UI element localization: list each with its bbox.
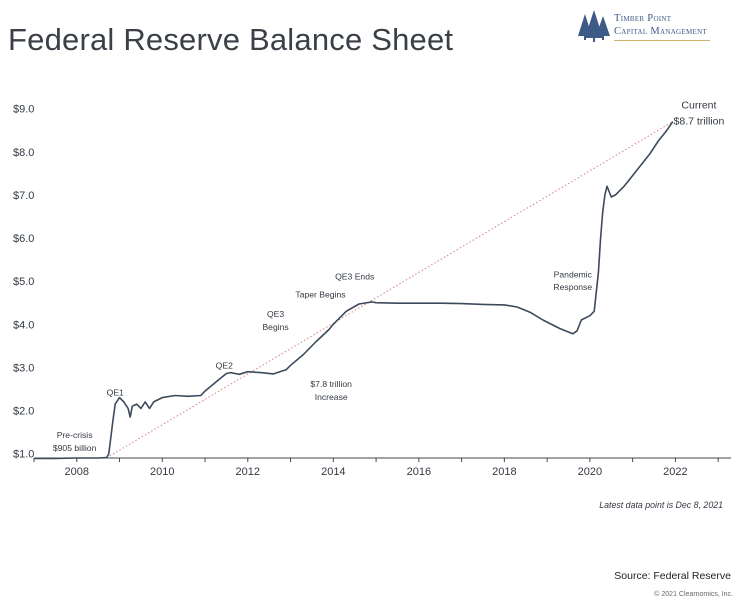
x-tick-label: 2014: [321, 466, 345, 478]
annotation-label: Begins: [262, 322, 288, 332]
annotation-label: Pandemic: [554, 269, 593, 279]
x-axis: 2008 2010 2012 2014 2016 2018 2020 2022: [33, 457, 731, 478]
pine-trees-icon: [578, 10, 610, 42]
y-tick-label: $2.0: [13, 406, 34, 418]
logo-line-1: Timber Point: [614, 13, 672, 24]
y-tick-label: $1.0: [13, 449, 34, 461]
x-tick-label: 2008: [65, 466, 89, 478]
x-tick-label: 2016: [407, 466, 431, 478]
x-tick-label: 2020: [578, 466, 602, 478]
annotation-label: Current: [681, 100, 716, 112]
annotation-label: Response: [553, 282, 592, 292]
y-tick-label: $9.0: [13, 104, 34, 116]
annotation-label: QE1: [107, 387, 124, 397]
y-tick-label: $4.0: [13, 319, 34, 331]
logo-divider: [614, 40, 710, 41]
y-tick-label: $3.0: [13, 362, 34, 374]
trend-line-layer: [106, 121, 674, 459]
copyright-label: © 2021 Clearnomics, Inc.: [654, 591, 733, 598]
x-tick-label: 2010: [150, 466, 174, 478]
logo-line-2: Capital Management: [614, 26, 708, 37]
annotations-layer: Pre-crisis $905 billion QE1 QE2 QE3 Begins Tap…: [53, 100, 725, 453]
x-tick-label: 2022: [663, 466, 687, 478]
source-label: Source: Federal Reserve: [614, 570, 731, 582]
annotation-label: $8.7 trillion: [674, 116, 725, 128]
series-line: [34, 121, 674, 460]
y-tick-label: $7.0: [13, 190, 34, 202]
y-tick-label: $6.0: [13, 233, 34, 245]
trend-line: [106, 121, 674, 459]
annotation-label: QE3: [267, 309, 284, 319]
y-tick-label: $5.0: [13, 276, 34, 288]
x-tick-label: 2018: [492, 466, 516, 478]
company-logo: Timber Point Capital Management: [576, 8, 726, 44]
annotation-label: Pre-crisis: [57, 430, 93, 440]
page-title: Federal Reserve Balance Sheet: [8, 22, 454, 57]
y-tick-label: $8.0: [13, 147, 34, 159]
latest-data-note: Latest data point is Dec 8, 2021: [599, 500, 723, 510]
annotation-label: QE3 Ends: [335, 271, 374, 281]
annotation-label: Increase: [315, 392, 348, 402]
y-axis: $1.0 $2.0 $3.0 $4.0 $5.0 $6.0 $7.0 $8.0 $9.0: [13, 104, 34, 461]
annotation-label: $7.8 trillion: [310, 379, 352, 389]
annotation-label: $905 billion: [53, 443, 97, 453]
series-layer: [34, 121, 674, 460]
annotation-label: Taper Begins: [295, 290, 345, 300]
annotation-label: QE2: [216, 361, 233, 371]
x-tick-label: 2012: [236, 466, 260, 478]
